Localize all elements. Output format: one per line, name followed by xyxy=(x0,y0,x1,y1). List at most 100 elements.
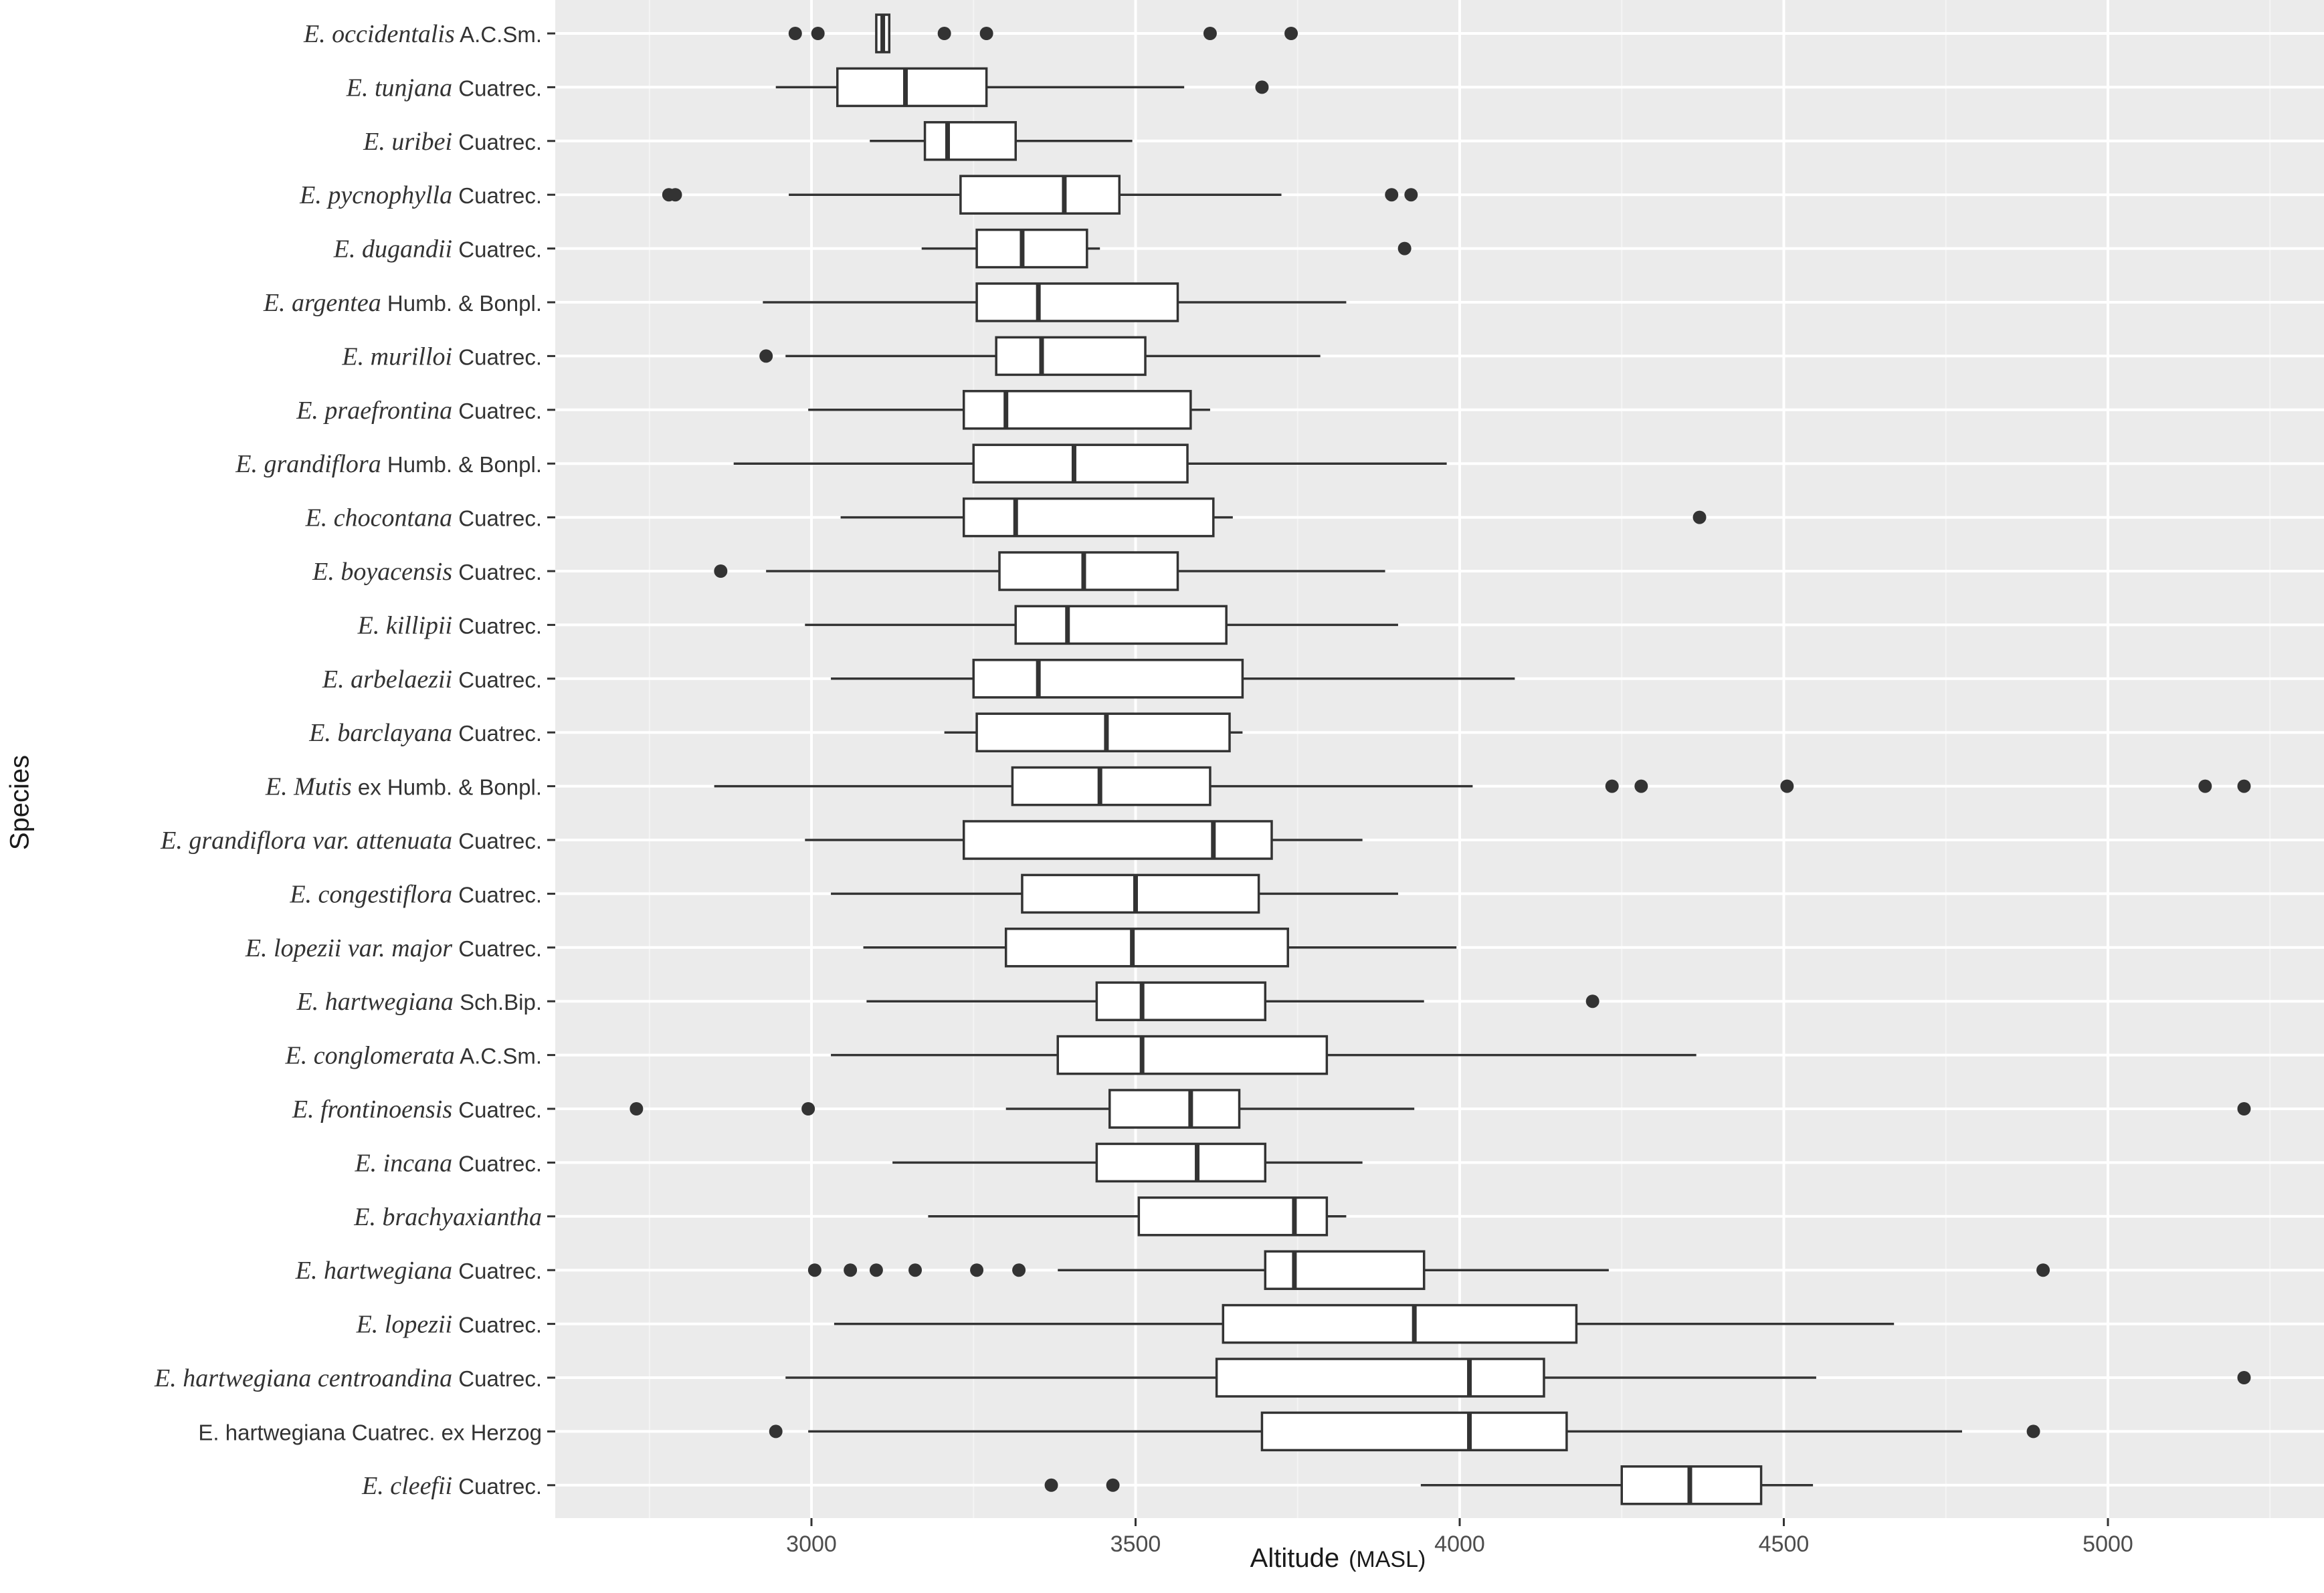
species-label: E. hartwegiana centroandina Cuatrec. xyxy=(154,1364,542,1392)
species-box-11 xyxy=(805,605,1398,645)
species-box-26 xyxy=(769,1411,2040,1452)
species-box-22 xyxy=(928,1196,1347,1237)
outlier-point xyxy=(2237,779,2251,793)
species-box-16 xyxy=(831,873,1398,914)
species-label: E. arbelaezii Cuatrec. xyxy=(322,665,542,694)
species-author: Sch.Bip. xyxy=(454,990,542,1015)
outlier-point xyxy=(1284,27,1298,40)
species-box-12 xyxy=(831,659,1515,699)
species-name: E. incana xyxy=(354,1149,452,1177)
species-label: E. killipii Cuatrec. xyxy=(357,611,542,639)
species-author: Cuatrec. xyxy=(452,183,542,208)
species-box-9 xyxy=(840,497,1707,538)
species-label: E. congestiflora Cuatrec. xyxy=(289,880,542,908)
species-label: E. boyacensis Cuatrec. xyxy=(312,558,542,586)
species-name: E. hartwegiana xyxy=(296,988,454,1016)
species-box-10 xyxy=(714,551,1385,591)
species-author: Cuatrec. xyxy=(452,1313,542,1338)
species-label: E. praefrontina Cuatrec. xyxy=(296,397,542,425)
species-author: Cuatrec. xyxy=(452,613,542,638)
species-box-2 xyxy=(870,121,1133,161)
species-name: E. barclayana xyxy=(308,719,452,747)
outlier-point xyxy=(811,27,825,40)
species-box-23 xyxy=(807,1250,2050,1290)
species-label: E. chocontana Cuatrec. xyxy=(305,504,542,532)
iqr-box xyxy=(1011,766,1212,807)
iqr-box xyxy=(972,659,1244,699)
species-box-8 xyxy=(733,443,1447,484)
species-name: E. tunjana xyxy=(346,74,452,102)
species-label: E. incana Cuatrec. xyxy=(354,1149,542,1177)
species-name: E. lopezii xyxy=(356,1311,453,1339)
species-author: A.C.Sm. xyxy=(455,22,542,47)
iqr-box xyxy=(975,228,1088,269)
x-tick-label: 4500 xyxy=(1759,1531,1810,1557)
species-author: ex Humb. & Bonpl. xyxy=(352,775,542,800)
species-label: E. uribei Cuatrec. xyxy=(363,128,542,156)
species-author: Cuatrec. xyxy=(452,506,542,531)
species-author: Cuatrec. xyxy=(452,936,542,961)
species-author: A.C.Sm. xyxy=(455,1044,542,1069)
species-name: E. argentea xyxy=(263,289,381,317)
outlier-point xyxy=(788,27,802,40)
species-box-21 xyxy=(892,1142,1363,1183)
species-author: Cuatrec. xyxy=(452,344,542,369)
species-author: Cuatrec. xyxy=(452,829,542,853)
iqr-box xyxy=(1014,605,1228,645)
species-label: E. grandiflora Humb. & Bonpl. xyxy=(235,450,542,478)
outlier-point xyxy=(1012,1263,1026,1277)
species-name: E. grandiflora xyxy=(235,450,381,478)
outlier-point xyxy=(844,1263,858,1277)
species-name: E. lopezii var. major xyxy=(245,934,452,962)
species-box-18 xyxy=(866,981,1600,1021)
species-box-0 xyxy=(788,13,1298,54)
species-author: Cuatrec. xyxy=(452,560,542,585)
iqr-box xyxy=(1137,1196,1329,1237)
outlier-point xyxy=(1385,188,1399,202)
species-label: E. hartwegiana Cuatrec. ex Herzog xyxy=(198,1420,542,1445)
species-label: E. occidentalis A.C.Sm. xyxy=(303,20,542,48)
iqr-box xyxy=(1264,1250,1426,1290)
iqr-box xyxy=(975,712,1231,752)
x-axis-title-text: Altitude xyxy=(1250,1544,1340,1573)
species-author: Cuatrec. xyxy=(452,667,542,692)
plot-panel xyxy=(555,0,2324,1518)
species-label: E. pycnophylla Cuatrec. xyxy=(299,181,542,209)
species-label: E. cleefii Cuatrec. xyxy=(361,1472,542,1500)
iqr-box xyxy=(836,67,988,108)
species-label: E. lopezii var. major Cuatrec. xyxy=(245,934,542,962)
species-box-24 xyxy=(834,1303,1895,1344)
x-tick-label: 3500 xyxy=(1110,1531,1161,1557)
species-author: Humb. & Bonpl. xyxy=(381,291,542,316)
species-label: E. hartwegiana Cuatrec. xyxy=(295,1257,542,1285)
outlier-point xyxy=(1404,188,1418,202)
species-name: E. brachyaxiantha xyxy=(353,1203,542,1231)
species-box-5 xyxy=(763,282,1347,322)
iqr-box xyxy=(1004,928,1289,968)
iqr-box xyxy=(1095,981,1267,1021)
species-name: E. murilloi xyxy=(341,342,452,370)
species-author: Cuatrec. xyxy=(452,1151,542,1176)
species-name: E. hartwegiana centroandina xyxy=(154,1364,452,1392)
outlier-point xyxy=(1634,779,1648,793)
x-tick-label: 3000 xyxy=(786,1531,837,1557)
species-name: E. grandiflora var. attenuata xyxy=(160,827,452,855)
species-author: Cuatrec. xyxy=(452,399,542,423)
species-label: E. conglomerata A.C.Sm. xyxy=(285,1042,543,1070)
species-label: E. barclayana Cuatrec. xyxy=(308,719,542,747)
species-name: E. occidentalis xyxy=(303,20,455,48)
species-name: E. frontinoensis xyxy=(292,1095,452,1124)
outlier-point xyxy=(2036,1263,2050,1277)
species-box-14 xyxy=(714,766,2251,807)
species-label: E. argentea Humb. & Bonpl. xyxy=(263,289,542,317)
species-label: E. hartwegiana Sch.Bip. xyxy=(296,988,542,1016)
species-name: E. uribei xyxy=(363,128,452,156)
species-label: E. grandiflora var. attenuata Cuatrec. xyxy=(160,827,542,855)
iqr-box xyxy=(998,551,1179,591)
species-name: E. dugandii xyxy=(333,235,452,263)
species-name: E. praefrontina xyxy=(296,397,452,425)
x-axis-title: Altitude (MASL) xyxy=(1137,1544,1539,1574)
species-box-19 xyxy=(831,1035,1697,1075)
iqr-box xyxy=(1056,1035,1329,1075)
